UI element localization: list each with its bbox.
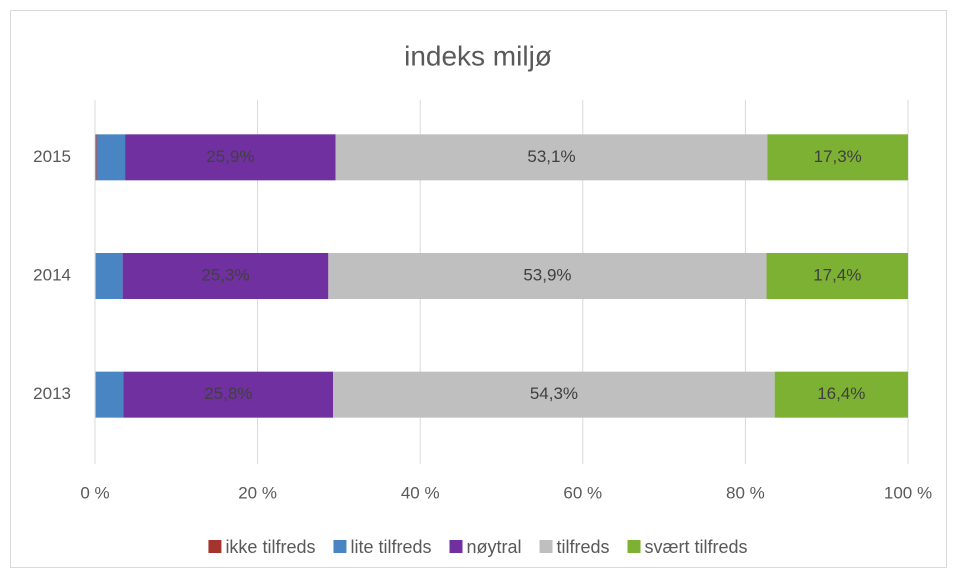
data-label: 25,9%: [206, 147, 254, 166]
data-label: 54,3%: [530, 384, 578, 403]
y-tick-label: 2015: [33, 147, 71, 166]
bar-segment: [95, 134, 97, 181]
bar-segment: [123, 371, 334, 418]
data-label: 25,8%: [204, 384, 252, 403]
y-tick-label: 2014: [33, 265, 71, 284]
x-tick-label: 40 %: [401, 483, 440, 502]
data-label: 17,4%: [813, 265, 861, 284]
legend-label: nøytral: [467, 537, 522, 557]
bar-segment: [125, 134, 336, 181]
legend-marker: [333, 540, 347, 553]
bar-segment: [96, 134, 126, 181]
chart-title: indeks miljø: [404, 40, 552, 71]
x-tick-label: 0 %: [80, 483, 109, 502]
x-tick-label: 20 %: [238, 483, 277, 502]
legend-label: ikke tilfreds: [225, 537, 315, 557]
legend-marker: [208, 540, 222, 553]
bar-segment: [767, 134, 908, 181]
legend-label: lite tilfreds: [350, 537, 431, 557]
bar-segment: [774, 371, 908, 418]
data-label: 25,3%: [201, 265, 249, 284]
data-label: 53,1%: [527, 147, 575, 166]
bar-segment: [122, 253, 329, 299]
legend-marker: [539, 540, 553, 553]
legend-label: svært tilfreds: [645, 537, 748, 557]
legend-label: tilfreds: [557, 537, 610, 557]
bar-segment: [328, 253, 767, 299]
x-tick-label: 80 %: [726, 483, 765, 502]
y-tick-label: 2013: [33, 384, 71, 403]
x-tick-label: 100 %: [884, 483, 932, 502]
legend-marker: [449, 540, 463, 553]
data-label: 17,3%: [814, 147, 862, 166]
bar-segment: [766, 253, 908, 299]
legend-marker: [627, 540, 641, 553]
bar-segment: [333, 371, 775, 418]
x-tick-label: 60 %: [563, 483, 602, 502]
bar-segment: [95, 371, 124, 418]
bar-segment: [95, 253, 123, 299]
bar-segment: [335, 134, 768, 181]
data-label: 16,4%: [817, 384, 865, 403]
data-label: 53,9%: [523, 265, 571, 284]
